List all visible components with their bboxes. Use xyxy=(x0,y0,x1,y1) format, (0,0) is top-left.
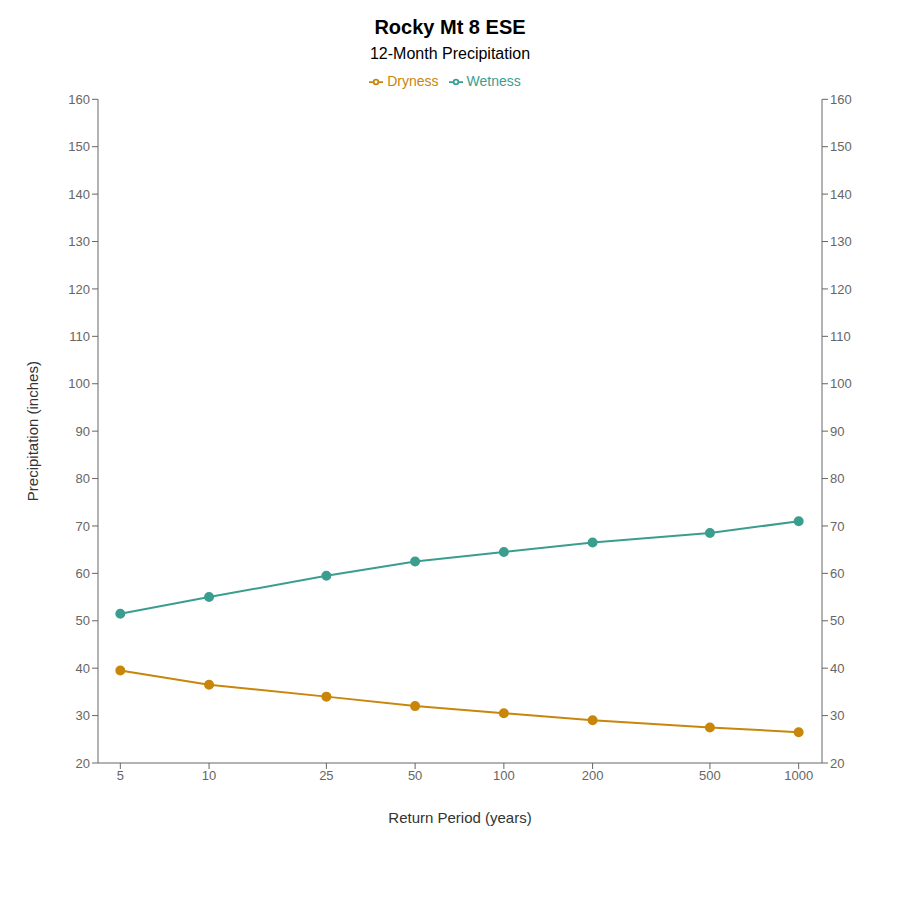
svg-text:20: 20 xyxy=(76,756,90,771)
svg-text:60: 60 xyxy=(76,566,90,581)
svg-text:150: 150 xyxy=(68,139,90,154)
svg-text:40: 40 xyxy=(76,661,90,676)
svg-text:200: 200 xyxy=(582,768,604,783)
svg-text:100: 100 xyxy=(493,768,515,783)
svg-text:140: 140 xyxy=(68,187,90,202)
svg-text:110: 110 xyxy=(69,329,90,344)
html-text:Wetness: Wetness xyxy=(466,73,521,89)
svg-text:130: 130 xyxy=(68,234,90,249)
svg-text:150: 150 xyxy=(830,139,852,154)
svg-text:70: 70 xyxy=(830,519,844,534)
svg-text:120: 120 xyxy=(830,282,852,297)
svg-text:100: 100 xyxy=(68,376,90,391)
svg-text:500: 500 xyxy=(699,768,721,783)
svg-text:Precipitation (inches): Precipitation (inches) xyxy=(24,361,41,501)
svg-text:10: 10 xyxy=(202,768,216,783)
svg-text:50: 50 xyxy=(830,613,844,628)
svg-text:110: 110 xyxy=(830,329,851,344)
html-text:Dryness: Dryness xyxy=(387,73,439,89)
svg-text:160: 160 xyxy=(830,92,852,107)
svg-text:60: 60 xyxy=(830,566,844,581)
html-text:12-Month Precipitation: 12-Month Precipitation xyxy=(370,45,530,62)
html-text:Rocky Mt 8 ESE: Rocky Mt 8 ESE xyxy=(374,16,526,38)
svg-text:80: 80 xyxy=(76,471,90,486)
svg-text:130: 130 xyxy=(830,234,852,249)
svg-text:30: 30 xyxy=(830,708,844,723)
svg-text:30: 30 xyxy=(76,708,90,723)
svg-text:70: 70 xyxy=(76,519,90,534)
svg-text:Return Period (years): Return Period (years) xyxy=(388,809,531,826)
svg-text:140: 140 xyxy=(830,187,852,202)
svg-text:90: 90 xyxy=(830,424,844,439)
svg-text:40: 40 xyxy=(830,661,844,676)
svg-text:5: 5 xyxy=(117,768,124,783)
svg-text:80: 80 xyxy=(830,471,844,486)
svg-text:1000: 1000 xyxy=(784,768,813,783)
svg-text:50: 50 xyxy=(408,768,422,783)
svg-text:120: 120 xyxy=(68,282,90,297)
svg-text:160: 160 xyxy=(68,92,90,107)
svg-text:25: 25 xyxy=(319,768,333,783)
svg-text:50: 50 xyxy=(76,613,90,628)
svg-text:90: 90 xyxy=(76,424,90,439)
svg-text:20: 20 xyxy=(830,756,844,771)
svg-text:100: 100 xyxy=(830,376,852,391)
